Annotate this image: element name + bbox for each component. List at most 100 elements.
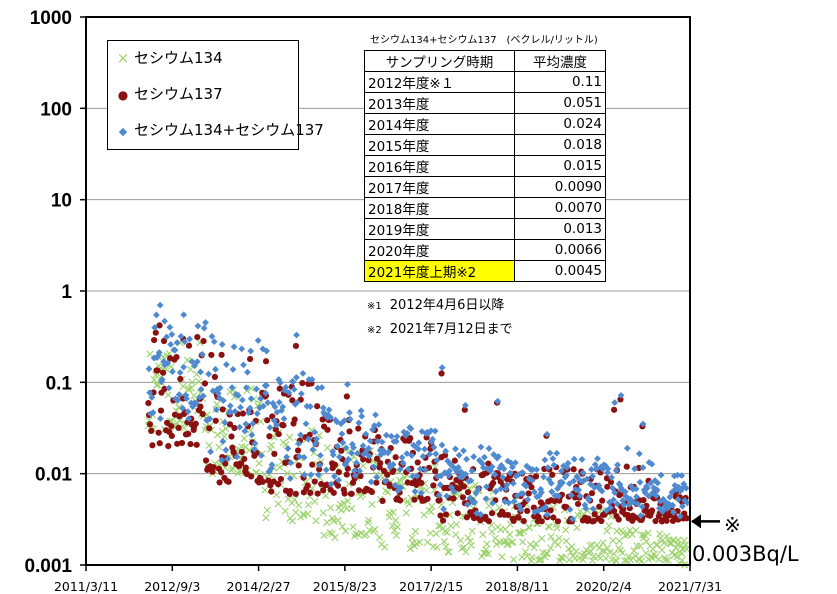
cs137-point	[199, 410, 206, 418]
cs137-point	[386, 482, 393, 490]
cs137-point	[173, 354, 180, 361]
cell-period: 2013年度	[364, 92, 515, 114]
sum-point	[604, 469, 611, 476]
sum-point	[476, 457, 483, 464]
cs137-point	[276, 385, 283, 392]
sum-point	[542, 503, 550, 511]
cs137-point	[570, 466, 577, 473]
sum-point	[569, 515, 576, 523]
sum-point	[583, 475, 591, 483]
sum-point	[350, 444, 357, 451]
sum-point	[216, 384, 224, 392]
sum-point	[175, 391, 183, 398]
cs134-point	[562, 537, 570, 545]
legend-label-sum: セシウム134+セシウム137	[134, 121, 324, 139]
sum-point	[306, 403, 314, 410]
cs134-point	[567, 548, 575, 556]
sum-point	[230, 343, 238, 351]
sum-point	[461, 401, 469, 409]
sum-point	[570, 455, 578, 463]
sum-point	[290, 385, 298, 393]
sum-point	[515, 502, 523, 510]
cs137-point	[652, 517, 659, 525]
sum-point	[329, 451, 337, 459]
cs137-point	[160, 337, 168, 345]
sum-point	[263, 382, 270, 389]
sum-point	[199, 392, 207, 400]
cs134-point	[625, 552, 633, 560]
cs137-point	[177, 375, 184, 383]
cs137-point	[525, 490, 532, 497]
cs137-point	[168, 432, 175, 440]
cs137-point	[304, 482, 311, 489]
table-row: 2013年度 0.051	[364, 92, 606, 114]
cs134-point	[334, 516, 342, 524]
sum-point	[373, 473, 381, 481]
x-tick-label: 2021/7/31	[658, 579, 722, 594]
sum-point	[167, 341, 175, 348]
sum-point	[322, 466, 330, 474]
cs137-point	[550, 514, 557, 521]
note-2: ※2 2021年7月12日まで	[367, 318, 513, 337]
cs134-point	[632, 526, 640, 535]
cs137-point	[547, 507, 554, 514]
sum-point	[511, 459, 519, 467]
cs134-point	[673, 553, 681, 561]
cs137-point	[535, 513, 542, 521]
sum-point	[318, 384, 326, 391]
sum-point	[292, 374, 300, 381]
sum-point	[564, 459, 572, 467]
sum-point	[357, 407, 365, 415]
sum-point	[519, 469, 527, 476]
sum-point	[227, 408, 235, 416]
sum-point	[374, 437, 382, 445]
cs137-point	[280, 422, 287, 429]
cs137-point	[289, 397, 296, 404]
cs134-point	[215, 443, 223, 451]
cs134-point	[638, 557, 646, 565]
cs134-point	[506, 531, 514, 539]
cs134-point	[484, 550, 492, 558]
cs134-point	[615, 537, 623, 545]
sum-point	[578, 455, 586, 463]
cs134-point	[393, 523, 402, 531]
cs137-point	[292, 490, 299, 497]
sum-point	[182, 391, 190, 399]
sum-point	[184, 408, 192, 416]
sum-point	[470, 453, 478, 461]
sum-point	[365, 444, 373, 452]
cs134-point	[349, 523, 357, 531]
sum-point	[639, 420, 647, 428]
cs137-point	[464, 489, 472, 496]
cs134-point	[368, 500, 376, 509]
cs137-point	[319, 416, 326, 423]
sum-point	[329, 448, 337, 455]
cs134-point	[640, 531, 649, 539]
cs134-point	[431, 463, 439, 471]
cs134-point	[492, 540, 501, 548]
sum-point	[222, 446, 230, 454]
cs134-point	[440, 537, 448, 546]
sum-point	[448, 483, 455, 491]
sum-point	[548, 488, 556, 496]
legend-label-cs137: セシウム137	[134, 85, 223, 103]
cs134-point	[188, 378, 196, 386]
y-tick-label: 100	[40, 99, 72, 120]
sum-point	[334, 442, 341, 450]
cell-period: 2018年度	[364, 197, 515, 219]
sum-point	[546, 449, 554, 457]
cs137-point	[152, 329, 159, 336]
cs137-point	[238, 460, 245, 467]
sum-point	[404, 465, 412, 473]
table-row: 2020年度 0.0066	[364, 239, 606, 261]
cs137-point	[615, 516, 622, 523]
cs137-point	[598, 517, 605, 525]
cs137-point	[156, 440, 163, 447]
cs137-point	[187, 441, 194, 448]
sum-point	[161, 317, 168, 325]
cs134-point	[650, 550, 658, 558]
cs134-point	[528, 553, 536, 561]
sum-point	[301, 471, 308, 479]
cs134-point	[331, 533, 339, 542]
note-2-mark: ※2	[367, 325, 382, 336]
